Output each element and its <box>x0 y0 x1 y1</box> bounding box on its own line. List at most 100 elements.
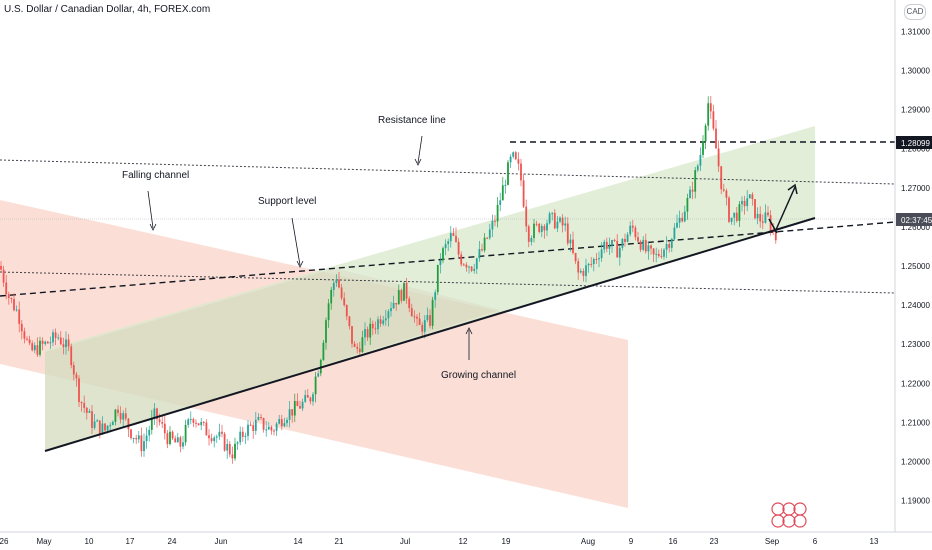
candle-body <box>730 217 733 222</box>
candle-body <box>182 442 184 447</box>
time-axis-ticks: 26 May 10 17 24 Jun 14 21 Jul 12 19 Aug 9 16 23 Sep 6 13 <box>0 537 879 546</box>
candle-body <box>10 297 13 300</box>
resistance-line-label: Resistance line <box>378 115 446 126</box>
currency-badge[interactable]: CAD <box>904 4 926 20</box>
candle-body <box>145 435 148 442</box>
candle-body <box>286 419 288 424</box>
time-tick-label: 12 <box>459 537 468 546</box>
time-tick-label: 19 <box>502 537 511 546</box>
candle-body <box>140 435 143 452</box>
candle-body <box>717 148 720 167</box>
candle-body <box>689 189 691 198</box>
candle-body <box>67 339 70 347</box>
candle-body <box>57 337 60 339</box>
candle-body <box>392 302 395 309</box>
candle-body <box>694 170 697 192</box>
candle-body <box>624 238 626 242</box>
candle-body <box>98 420 101 434</box>
candle-body <box>148 429 151 436</box>
candle-body <box>447 241 450 245</box>
time-tick-label: 24 <box>168 537 177 546</box>
candle-body <box>83 403 86 408</box>
candle-body <box>676 222 678 228</box>
candle-body <box>626 234 629 242</box>
candle-body <box>293 401 296 416</box>
candle-body <box>527 226 530 242</box>
candle-body <box>137 435 140 440</box>
candle-body <box>31 343 34 351</box>
support-pointer <box>291 217 301 266</box>
candle-body <box>751 194 754 200</box>
candle-body <box>507 162 509 185</box>
candle-body <box>104 423 106 431</box>
candle-body <box>574 253 577 262</box>
candle-body <box>85 407 88 413</box>
candle-body <box>260 417 262 419</box>
candle-body <box>509 156 512 163</box>
candle-body <box>449 233 452 242</box>
price-axis-bg[interactable] <box>895 0 932 532</box>
candle-body <box>756 213 759 219</box>
candle-body <box>725 190 728 198</box>
candle-body <box>657 253 660 256</box>
candle-body <box>153 408 156 418</box>
candle-body <box>228 444 231 455</box>
candle-body <box>569 239 572 244</box>
candle-body <box>637 237 639 242</box>
candle-body <box>52 332 54 343</box>
candle-body <box>553 212 556 229</box>
candle-body <box>577 261 580 273</box>
candle-body <box>54 332 57 338</box>
candle-body <box>18 309 21 324</box>
candle-body <box>7 294 10 298</box>
candle-body <box>652 248 655 255</box>
candle-body <box>678 217 681 223</box>
candle-body <box>455 235 457 242</box>
projection-arrow <box>774 186 796 233</box>
candle-body <box>522 180 525 207</box>
candle-body <box>405 282 408 299</box>
candle-body <box>150 417 153 430</box>
candle-body <box>603 241 606 250</box>
candle-body <box>273 430 275 432</box>
candle-body <box>236 442 239 444</box>
candle-body <box>465 264 468 268</box>
candle-body <box>26 338 28 340</box>
candle-body <box>611 239 613 246</box>
candle-body <box>709 103 712 112</box>
candle-body <box>247 424 249 436</box>
candle-body <box>15 309 18 311</box>
candle-body <box>379 319 382 324</box>
candle-body <box>44 341 47 344</box>
candle-body <box>49 342 52 344</box>
candle-body <box>117 409 119 413</box>
candle-body <box>114 409 117 422</box>
candle-body <box>592 259 595 265</box>
candle-body <box>280 419 283 427</box>
candle-body <box>683 211 686 222</box>
candle-body <box>473 268 476 271</box>
time-tick-label: 10 <box>85 537 94 546</box>
candle-body <box>722 189 725 191</box>
time-tick-label: 17 <box>126 537 135 546</box>
candle-body <box>400 290 403 301</box>
time-tick-label: Jul <box>400 537 410 546</box>
candle-body <box>283 423 286 427</box>
candle-body <box>655 253 658 255</box>
candle-body <box>735 212 738 221</box>
candle-body <box>369 323 372 338</box>
price-tick-label: 1.22000 <box>901 379 930 388</box>
resistance-pointer <box>417 135 423 164</box>
candle-body <box>200 421 203 426</box>
falling-channel-label: Falling channel <box>122 170 189 181</box>
time-axis-bg[interactable] <box>0 532 932 550</box>
level-price-tag-text: 1.28099 <box>901 139 930 148</box>
candle-body <box>774 231 777 241</box>
candle-body <box>564 223 567 226</box>
candle-body <box>309 397 312 402</box>
price-tick-label: 1.19000 <box>901 497 930 506</box>
candle-body <box>356 346 359 349</box>
candle-body <box>702 141 704 155</box>
resistance-pointer-tip <box>414 158 422 166</box>
